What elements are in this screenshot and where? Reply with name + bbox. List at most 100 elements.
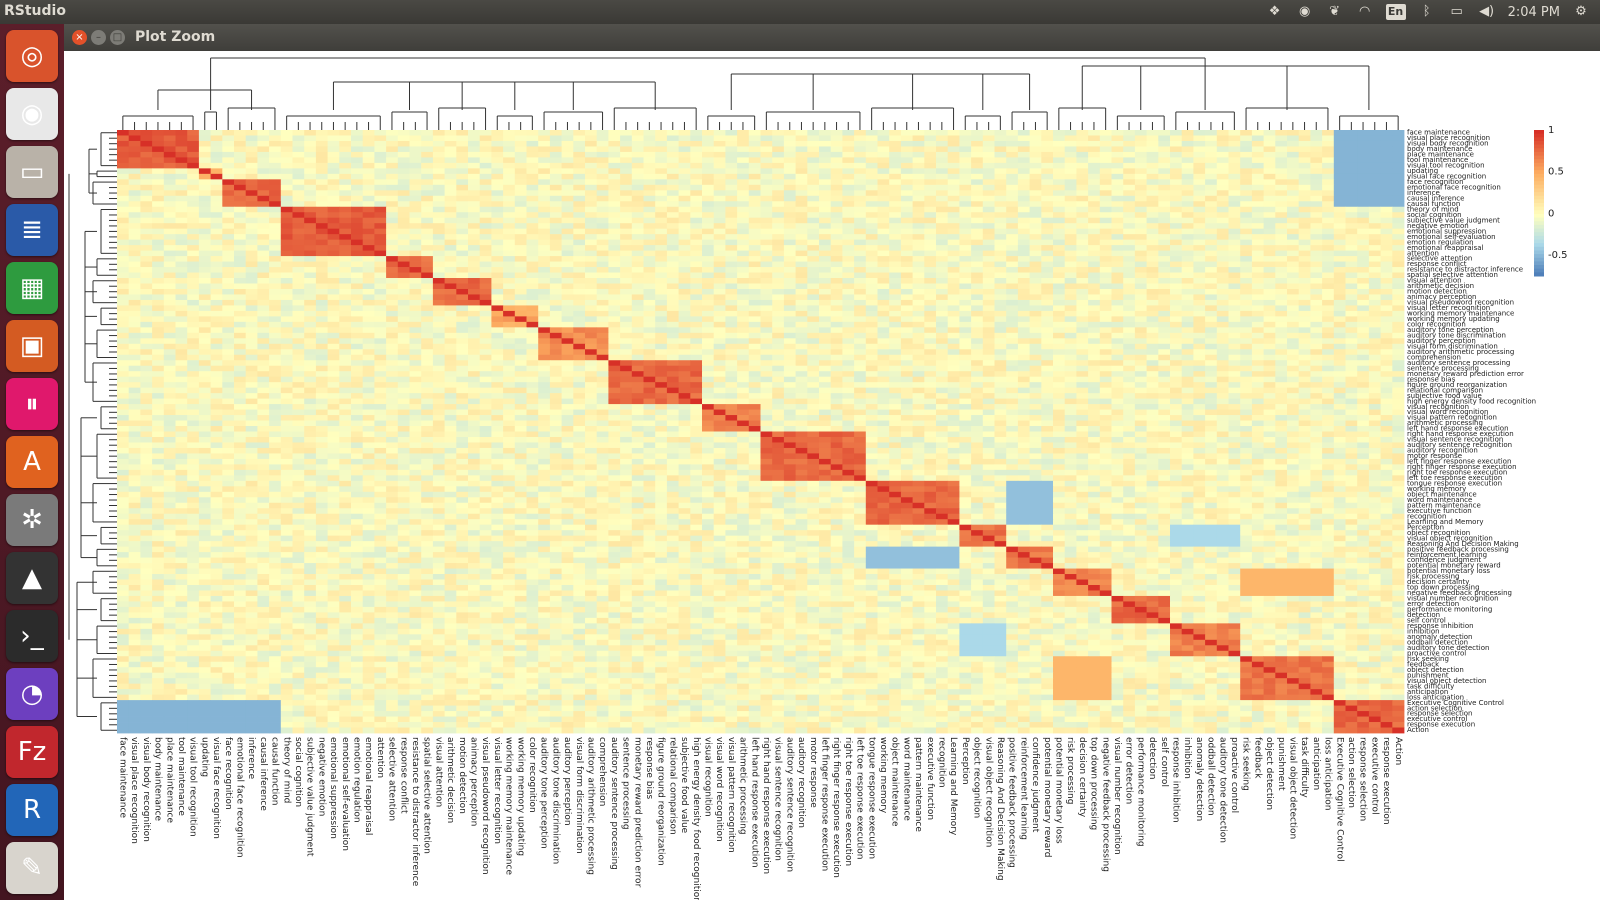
heatmap-cell — [304, 349, 317, 356]
heatmap-cell — [1006, 184, 1019, 191]
heatmap-cell — [514, 157, 527, 164]
terminal-icon[interactable]: ›_ — [6, 610, 58, 662]
heatmap-cell — [503, 195, 516, 202]
heatmap-cell — [315, 349, 328, 356]
bluetooth-icon[interactable]: ᛒ — [1422, 4, 1431, 19]
heatmap-cell — [479, 272, 492, 279]
heatmap-cell — [561, 223, 574, 230]
calc-icon[interactable]: ▦ — [6, 262, 58, 314]
heatmap-cell — [971, 338, 984, 345]
heatmap-cell — [737, 146, 750, 153]
heatmap-cell — [573, 201, 586, 208]
maximize-button[interactable]: □ — [110, 30, 125, 45]
dropbox-icon[interactable]: ❖ — [1268, 4, 1281, 19]
heatmap-cell — [690, 173, 703, 180]
keyboard-layout-indicator[interactable]: En — [1385, 4, 1406, 20]
heatmap-cell — [339, 250, 352, 257]
heatmap-cell — [1134, 272, 1147, 279]
impress-icon[interactable]: ▣ — [6, 320, 58, 372]
heatmap-cell — [468, 190, 481, 197]
heatmap-cell — [608, 267, 621, 273]
heatmap-cell — [198, 135, 211, 142]
volume-icon[interactable]: ◀) — [1479, 4, 1495, 19]
heatmap-cell — [1041, 321, 1054, 328]
heatmap-cell — [1170, 168, 1183, 175]
music-icon[interactable]: ⏸ — [6, 378, 58, 430]
heatmap-cell — [432, 288, 445, 295]
heatmap-cell — [655, 299, 668, 306]
heatmap-cell — [760, 151, 773, 158]
heatmap-cell — [737, 245, 750, 251]
window-titlebar[interactable]: × – □ Plot Zoom — [64, 24, 1600, 51]
r-icon[interactable]: R — [6, 784, 58, 836]
heatmap-cell — [526, 283, 539, 290]
heatmap-cell — [631, 234, 644, 241]
heatmap-cell — [1380, 206, 1393, 213]
heatmap-cell — [819, 349, 832, 356]
heatmap-cell — [608, 245, 621, 251]
heatmap-cell — [1158, 261, 1171, 268]
heatmap-cell — [1228, 343, 1241, 350]
chrome-icon[interactable]: ◉ — [6, 88, 58, 140]
heatmap-cell — [889, 135, 902, 142]
color-wheel-icon[interactable]: ◔ — [6, 668, 58, 720]
heatmap-cell — [198, 195, 211, 202]
heatmap-cell — [959, 179, 972, 186]
heatmap-cell — [280, 212, 293, 219]
heatmap-cell — [1064, 173, 1077, 180]
heatmap-cell — [1193, 223, 1206, 230]
heatmap-cell — [889, 130, 902, 136]
heatmap-cell — [1240, 338, 1253, 345]
heatmap-cell — [912, 349, 925, 356]
heatmap-cell — [292, 217, 305, 224]
heatmap-cell — [737, 272, 750, 279]
writer-icon[interactable]: ≣ — [6, 204, 58, 256]
heatmap-cell — [538, 135, 551, 142]
heatmap-cell — [280, 135, 293, 142]
heatmap-cell — [456, 239, 469, 246]
heatmap-cell — [374, 195, 387, 202]
minimize-button[interactable]: – — [91, 30, 106, 45]
heatmap-cell — [351, 195, 364, 202]
heatmap-cell — [1193, 272, 1206, 279]
heatmap-cell — [1146, 349, 1159, 356]
software-center-icon[interactable]: A — [6, 436, 58, 488]
heatmap-cell — [351, 332, 364, 339]
heatmap-cell — [1251, 190, 1264, 197]
filezilla-icon[interactable]: Fz — [6, 726, 58, 778]
heatmap-cell — [1240, 349, 1253, 356]
heatmap-cell — [585, 267, 598, 273]
wifi-icon[interactable]: ◠ — [1358, 4, 1371, 19]
heatmap-cell — [1029, 283, 1042, 290]
chrome-icon[interactable]: ◉ — [1298, 4, 1311, 19]
battery-icon[interactable]: ▭ — [1450, 4, 1463, 19]
heatmap-cell — [1287, 234, 1300, 241]
heatmap-cell — [304, 261, 317, 268]
text-editor-icon[interactable]: ✎ — [6, 842, 58, 894]
heatmap-cell — [210, 245, 223, 251]
heatmap-cell — [982, 338, 995, 345]
heatmap-cell — [1123, 250, 1136, 257]
settings-icon[interactable]: ✲ — [6, 494, 58, 546]
heatmap-cell — [444, 316, 457, 323]
heatmap-cell — [549, 195, 562, 202]
clock[interactable]: 2:04 PM — [1507, 4, 1560, 20]
ubuntu-dash-icon[interactable]: ◎ — [6, 30, 58, 82]
heatmap-cell — [1380, 272, 1393, 279]
inkscape-icon[interactable]: ▲ — [6, 552, 58, 604]
heatmap-cell — [1088, 206, 1101, 213]
heatmap-cell — [994, 217, 1007, 224]
power-gear-icon[interactable]: ⚙ — [1575, 4, 1587, 19]
evernote-icon[interactable]: ❦ — [1329, 4, 1341, 19]
files-icon[interactable]: ▭ — [6, 146, 58, 198]
heatmap-cell — [1146, 256, 1159, 262]
heatmap-cell — [1053, 338, 1066, 345]
heatmap-cell — [830, 140, 843, 147]
heatmap-cell — [912, 212, 925, 219]
close-button[interactable]: × — [72, 30, 87, 45]
heatmap-cell — [163, 294, 176, 301]
heatmap-cell — [362, 217, 375, 224]
heatmap-cell — [245, 316, 258, 323]
heatmap-cell — [269, 272, 282, 279]
heatmap-cell — [549, 234, 562, 241]
